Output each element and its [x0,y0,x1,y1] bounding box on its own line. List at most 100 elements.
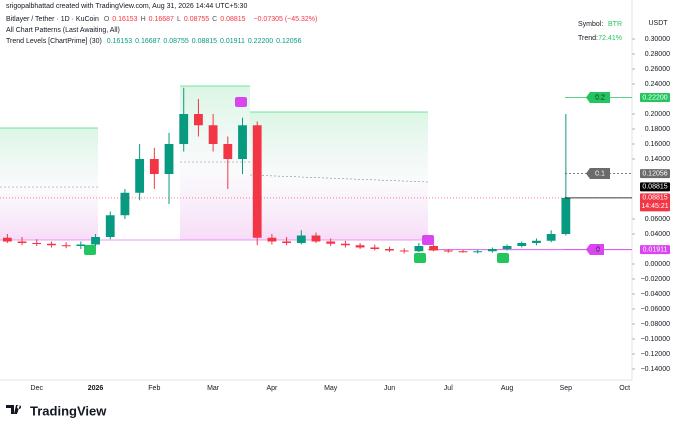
price-tag [640,182,670,192]
candle-body [223,144,233,160]
candle-body [458,251,468,253]
candle-body [546,233,556,241]
price-tag-label: 0.01911 [643,247,668,254]
y-tick-label: −0.12000 [641,351,670,358]
y-tick-label: −0.04000 [641,291,670,298]
y-tick-label: 0.14000 [645,156,670,163]
candle-body [517,242,527,246]
candle-body [340,243,350,246]
candle-body [179,114,189,145]
candle-body [252,125,262,238]
currency: USDT [648,20,668,27]
pattern-markers [84,97,509,263]
y-tick-label: −0.14000 [641,366,670,373]
x-tick-label: Mar [207,385,220,392]
info-value: 72.41% [598,35,622,42]
candles [2,87,571,254]
x-tick-label: Oct [619,385,630,392]
indicator-value: 0.08755 [163,38,189,45]
indicator-value: 0.22200 [247,38,274,45]
y-tick-label: 0.30000 [645,36,670,43]
y-tick-label: 0.06000 [645,216,670,223]
y-tick-label: 0.00000 [645,261,670,268]
price-tag-label: 0.08815 [642,184,667,191]
indicator: Trend Levels [ChartPrime] (30) [6,38,102,45]
candle-body [296,235,306,243]
indicator-row: Trend Levels [ChartPrime] (30) 0.16153 0.… [6,38,307,45]
candle-body [443,250,453,252]
candle-body [311,235,321,242]
zone-tag: 0.1 [595,170,605,177]
x-tick-label: Aug [501,385,514,392]
candle-body [355,245,365,248]
ohlc-value: 0.16153 [112,16,138,23]
candle-body [164,144,174,175]
candle-body [429,245,438,251]
candle-body [385,248,394,251]
info-label: Symbol: [578,21,603,28]
candle-body [76,244,86,246]
price-tag-label: 0.12056 [642,170,667,177]
price-tag [640,169,670,179]
price-tag-label: 0.22200 [642,94,667,101]
change: −0.07305 (−45.32%) [253,16,318,23]
candle-body [399,250,409,252]
candle-body [61,245,71,247]
candle-body [2,237,12,242]
y-tick-label: 0.18000 [645,126,670,133]
candle-body [17,241,27,243]
price-tag [640,245,670,255]
x-tick-label: May [324,385,338,392]
candle-body [47,243,56,246]
candle-body [561,197,571,234]
candle-body [120,192,130,216]
info-value: BTR [608,21,622,28]
indicator-value: 0.16153 [106,38,133,45]
ohlc-value: 0.08755 [183,16,210,23]
x-tick-label: Sep [560,385,573,392]
pattern-zones [0,85,632,251]
brand: TradingView [30,403,107,418]
y-tick-label: −0.08000 [641,321,670,328]
x-tick-label: 2026 [88,385,104,392]
ohlc-key: O [103,16,110,23]
price-tag [640,93,670,103]
candle-body [326,241,336,244]
indicator-value: 0.12056 [276,38,302,45]
ohlc-value: 0.16687 [148,16,174,23]
candle-body [473,251,483,253]
x-tick-label: Apr [266,385,278,392]
y-tick-label: −0.02000 [641,276,670,283]
candle-body [370,247,380,249]
candle-body [32,242,42,244]
ohlc-key: L [176,16,181,23]
candle-body [135,159,145,193]
y-tick-label: 0.26000 [645,66,670,73]
y-tick-label: −0.10000 [641,336,670,343]
y-tick-label: 0.16000 [645,141,670,148]
candle-body [194,114,203,126]
info-label: Trend: [578,35,598,42]
brand-logo [6,405,22,414]
x-tick-label: Jul [444,385,453,392]
candle-body [105,215,115,237]
ohlc-key: H [140,16,146,23]
y-tick-label: 0.28000 [645,51,670,58]
ohlc-value: 0.08815 [220,16,246,23]
ohlc-key: C [212,16,218,23]
candle-body [532,240,541,243]
x-tick-label: Dec [31,385,44,392]
indicator-values: 0.16153 0.16687 0.08755 0.08815 0.01911 0.222… [107,38,305,45]
price-tag-label: 0.08815 [642,195,667,202]
candle-body [267,237,277,242]
credit: srigopalbhattad created with TradingView… [6,3,248,10]
y-tick-label: 0.20000 [645,111,670,118]
y-tick-label: 0.24000 [645,81,670,88]
candle-body [238,125,247,160]
indicator-value: 0.01911 [220,38,245,45]
candle-body [149,159,159,175]
candle-body [282,241,292,243]
indicator-value: 0.08815 [191,38,218,45]
x-tick-label: Jun [384,385,395,392]
